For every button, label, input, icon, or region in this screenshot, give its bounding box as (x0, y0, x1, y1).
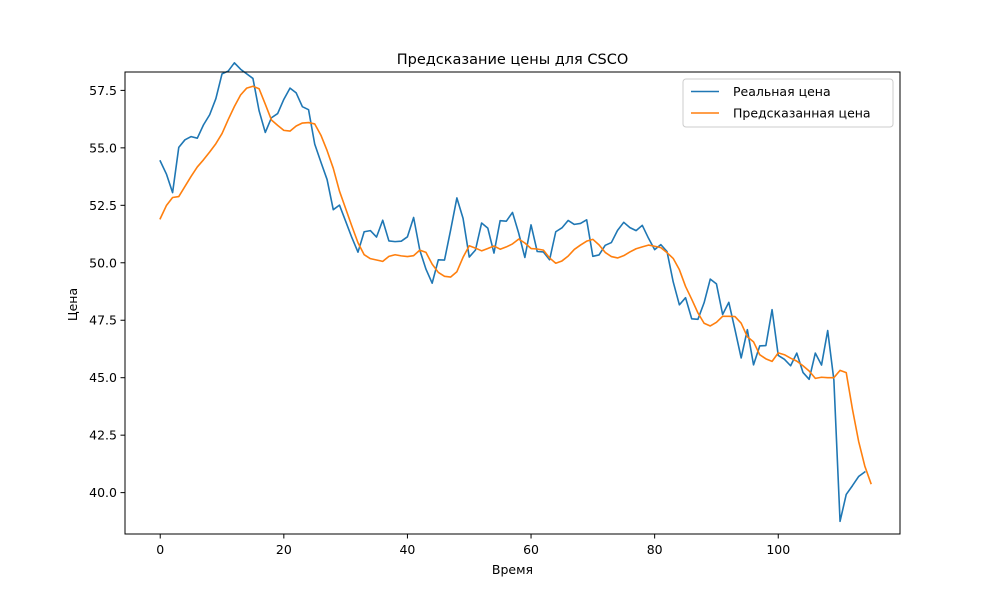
y-tick-label: 42.5 (89, 428, 117, 443)
y-tick-label: 50.0 (89, 255, 117, 270)
x-tick-label: 0 (156, 542, 164, 557)
plot-area: 0 20 40 60 80 100 40.0 42.5 45.0 47.5 50.0 52.5 55.… (89, 62, 901, 557)
y-axis-ticks: 40.0 42.5 45.0 47.5 50.0 52.5 55.0 57.5 (89, 83, 125, 500)
x-tick-label: 100 (766, 542, 790, 557)
x-tick-label: 80 (647, 542, 663, 557)
y-tick-label: 52.5 (89, 198, 117, 213)
chart-title: Предсказание цены для CSCO (397, 52, 629, 68)
legend-box (682, 78, 894, 128)
y-tick-label: 45.0 (89, 370, 117, 385)
y-axis-label: Цена (65, 288, 80, 321)
x-axis-label: Время (492, 562, 533, 577)
series-line-actual-price (159, 62, 866, 523)
legend-label: Предсказанная цена (733, 106, 871, 121)
y-tick-label: 55.0 (89, 140, 117, 155)
y-tick-label: 40.0 (89, 485, 117, 500)
x-axis-ticks: 0 20 40 60 80 100 (156, 534, 790, 557)
x-tick-label: 60 (523, 542, 539, 557)
series-layer (159, 62, 872, 523)
x-tick-label: 40 (399, 542, 415, 557)
x-tick-label: 20 (276, 542, 292, 557)
y-tick-label: 47.5 (89, 313, 117, 328)
legend: Реальная цена Предсказанная цена (682, 78, 894, 128)
series-line-predicted-price (159, 85, 872, 485)
y-tick-label: 57.5 (89, 83, 117, 98)
axes-frame (124, 71, 901, 535)
legend-label: Реальная цена (733, 84, 831, 99)
